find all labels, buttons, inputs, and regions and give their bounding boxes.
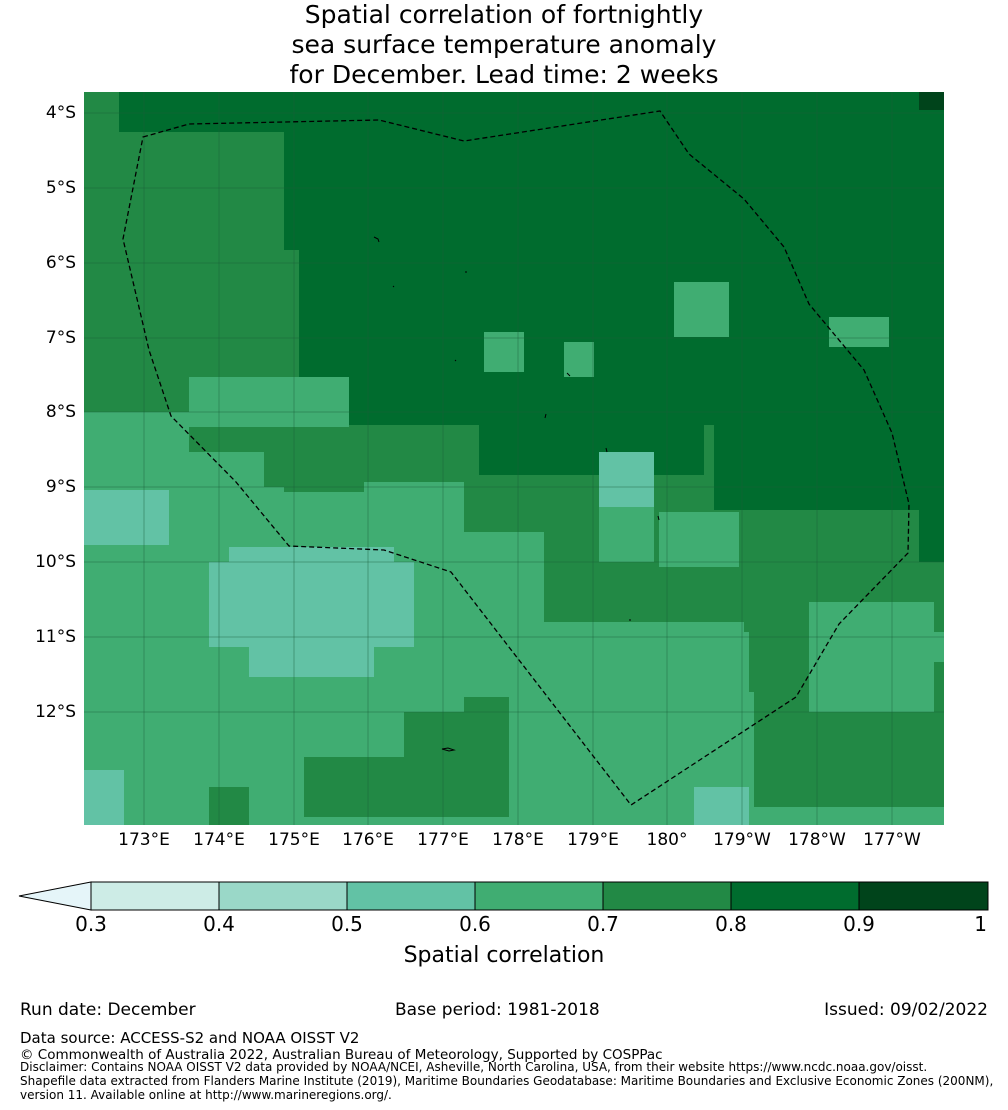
colorbar-tick: 0.8	[715, 912, 747, 936]
colorbar	[18, 881, 989, 911]
lat-label: 5°S	[45, 178, 76, 198]
correlation-cell	[674, 282, 729, 337]
correlation-cell	[304, 757, 509, 817]
base-period: Base period: 1981-2018	[395, 1000, 600, 1020]
colorbar-tick: 0.9	[843, 912, 875, 936]
correlation-cell	[919, 92, 944, 110]
correlation-cell	[524, 632, 749, 692]
correlation-cell	[249, 637, 374, 677]
correlation-cell	[484, 332, 524, 372]
correlation-cell	[929, 632, 944, 662]
correlation-cell	[84, 770, 124, 825]
correlation-cell	[829, 317, 889, 347]
lon-label: 177°E	[417, 830, 469, 850]
graticule	[84, 92, 944, 825]
correlation-cell	[714, 425, 944, 510]
lat-label: 6°S	[45, 253, 76, 273]
chart-title: Spatial correlation of fortnightly sea s…	[0, 0, 1008, 90]
lon-label: 175°E	[268, 830, 320, 850]
correlation-cell	[119, 92, 944, 132]
colorbar-segment	[858, 881, 989, 911]
title-line-2: sea surface temperature anomaly	[291, 30, 717, 59]
title-line-3: for December. Lead time: 2 weeks	[289, 60, 719, 89]
island	[373, 236, 380, 243]
lon-label: 173°E	[118, 830, 170, 850]
correlation-cell	[694, 787, 749, 825]
correlation-cell	[209, 787, 249, 825]
data-source: Data source: ACCESS-S2 and NOAA OISST V2	[20, 1029, 360, 1047]
colorbar-tick: 0.4	[203, 912, 235, 936]
copyright: © Commonwealth of Australia 2022, Austra…	[20, 1047, 663, 1063]
lat-label: 10°S	[35, 552, 76, 572]
disclaimer-line-3: version 11. Available online at http://w…	[20, 1088, 392, 1102]
island	[657, 515, 660, 521]
lon-label: 174°E	[193, 830, 245, 850]
eez-boundary	[122, 110, 910, 806]
lat-label: 8°S	[45, 402, 76, 422]
lat-label: 7°S	[45, 328, 76, 348]
lon-label: 180°	[646, 830, 688, 850]
island	[454, 359, 457, 362]
island	[605, 447, 608, 453]
lon-label: 179°W	[713, 830, 771, 850]
correlation-cell	[299, 250, 944, 380]
correlation-map	[84, 92, 944, 825]
colorbar-tick: 0.6	[459, 912, 491, 936]
colorbar-tick: 1	[974, 912, 987, 936]
colorbar-segment	[730, 881, 860, 911]
correlation-cell	[809, 602, 934, 712]
correlation-cell	[464, 532, 544, 642]
correlation-cell	[84, 412, 189, 492]
correlation-cell	[479, 425, 704, 475]
lon-label: 178°W	[788, 830, 846, 850]
island	[566, 372, 571, 377]
colorbar-extend-arrow	[18, 881, 92, 911]
island	[392, 285, 395, 288]
island	[441, 747, 456, 752]
colorbar-segment	[602, 881, 732, 911]
colorbar-segment	[346, 881, 476, 911]
correlation-cell	[84, 490, 169, 545]
correlation-cells	[84, 92, 944, 825]
colorbar-segment	[218, 881, 348, 911]
lat-label: 11°S	[35, 627, 76, 647]
title-line-1: Spatial correlation of fortnightly	[304, 0, 704, 29]
colorbar-segment	[474, 881, 604, 911]
lon-label: 177°W	[863, 830, 921, 850]
lon-label: 176°E	[342, 830, 394, 850]
correlation-cell	[189, 377, 349, 427]
colorbar-segment	[90, 881, 220, 911]
disclaimer-line-1: Disclaimer: Contains NOAA OISST V2 data …	[20, 1060, 928, 1074]
disclaimer-line-2: Shapefile data extracted from Flanders M…	[20, 1074, 994, 1088]
colorbar-tick: 0.5	[331, 912, 363, 936]
correlation-cell	[659, 512, 739, 567]
correlation-cell	[919, 467, 944, 562]
lat-label: 12°S	[35, 702, 76, 722]
correlation-cell	[339, 380, 944, 425]
run-date: Run date: December	[20, 1000, 196, 1020]
lon-label: 179°E	[567, 830, 619, 850]
issued-date: Issued: 09/02/2022	[824, 1000, 988, 1020]
island	[544, 413, 547, 419]
islands	[373, 236, 660, 752]
correlation-cell	[564, 342, 594, 377]
colorbar-tick: 0.7	[587, 912, 619, 936]
correlation-cell	[284, 132, 944, 250]
colorbar-label: Spatial correlation	[403, 943, 605, 968]
colorbar-tick: 0.3	[75, 912, 107, 936]
lat-label: 9°S	[45, 477, 76, 497]
correlation-cell	[599, 452, 654, 507]
lat-label: 4°S	[45, 103, 76, 123]
lon-label: 178°E	[492, 830, 544, 850]
